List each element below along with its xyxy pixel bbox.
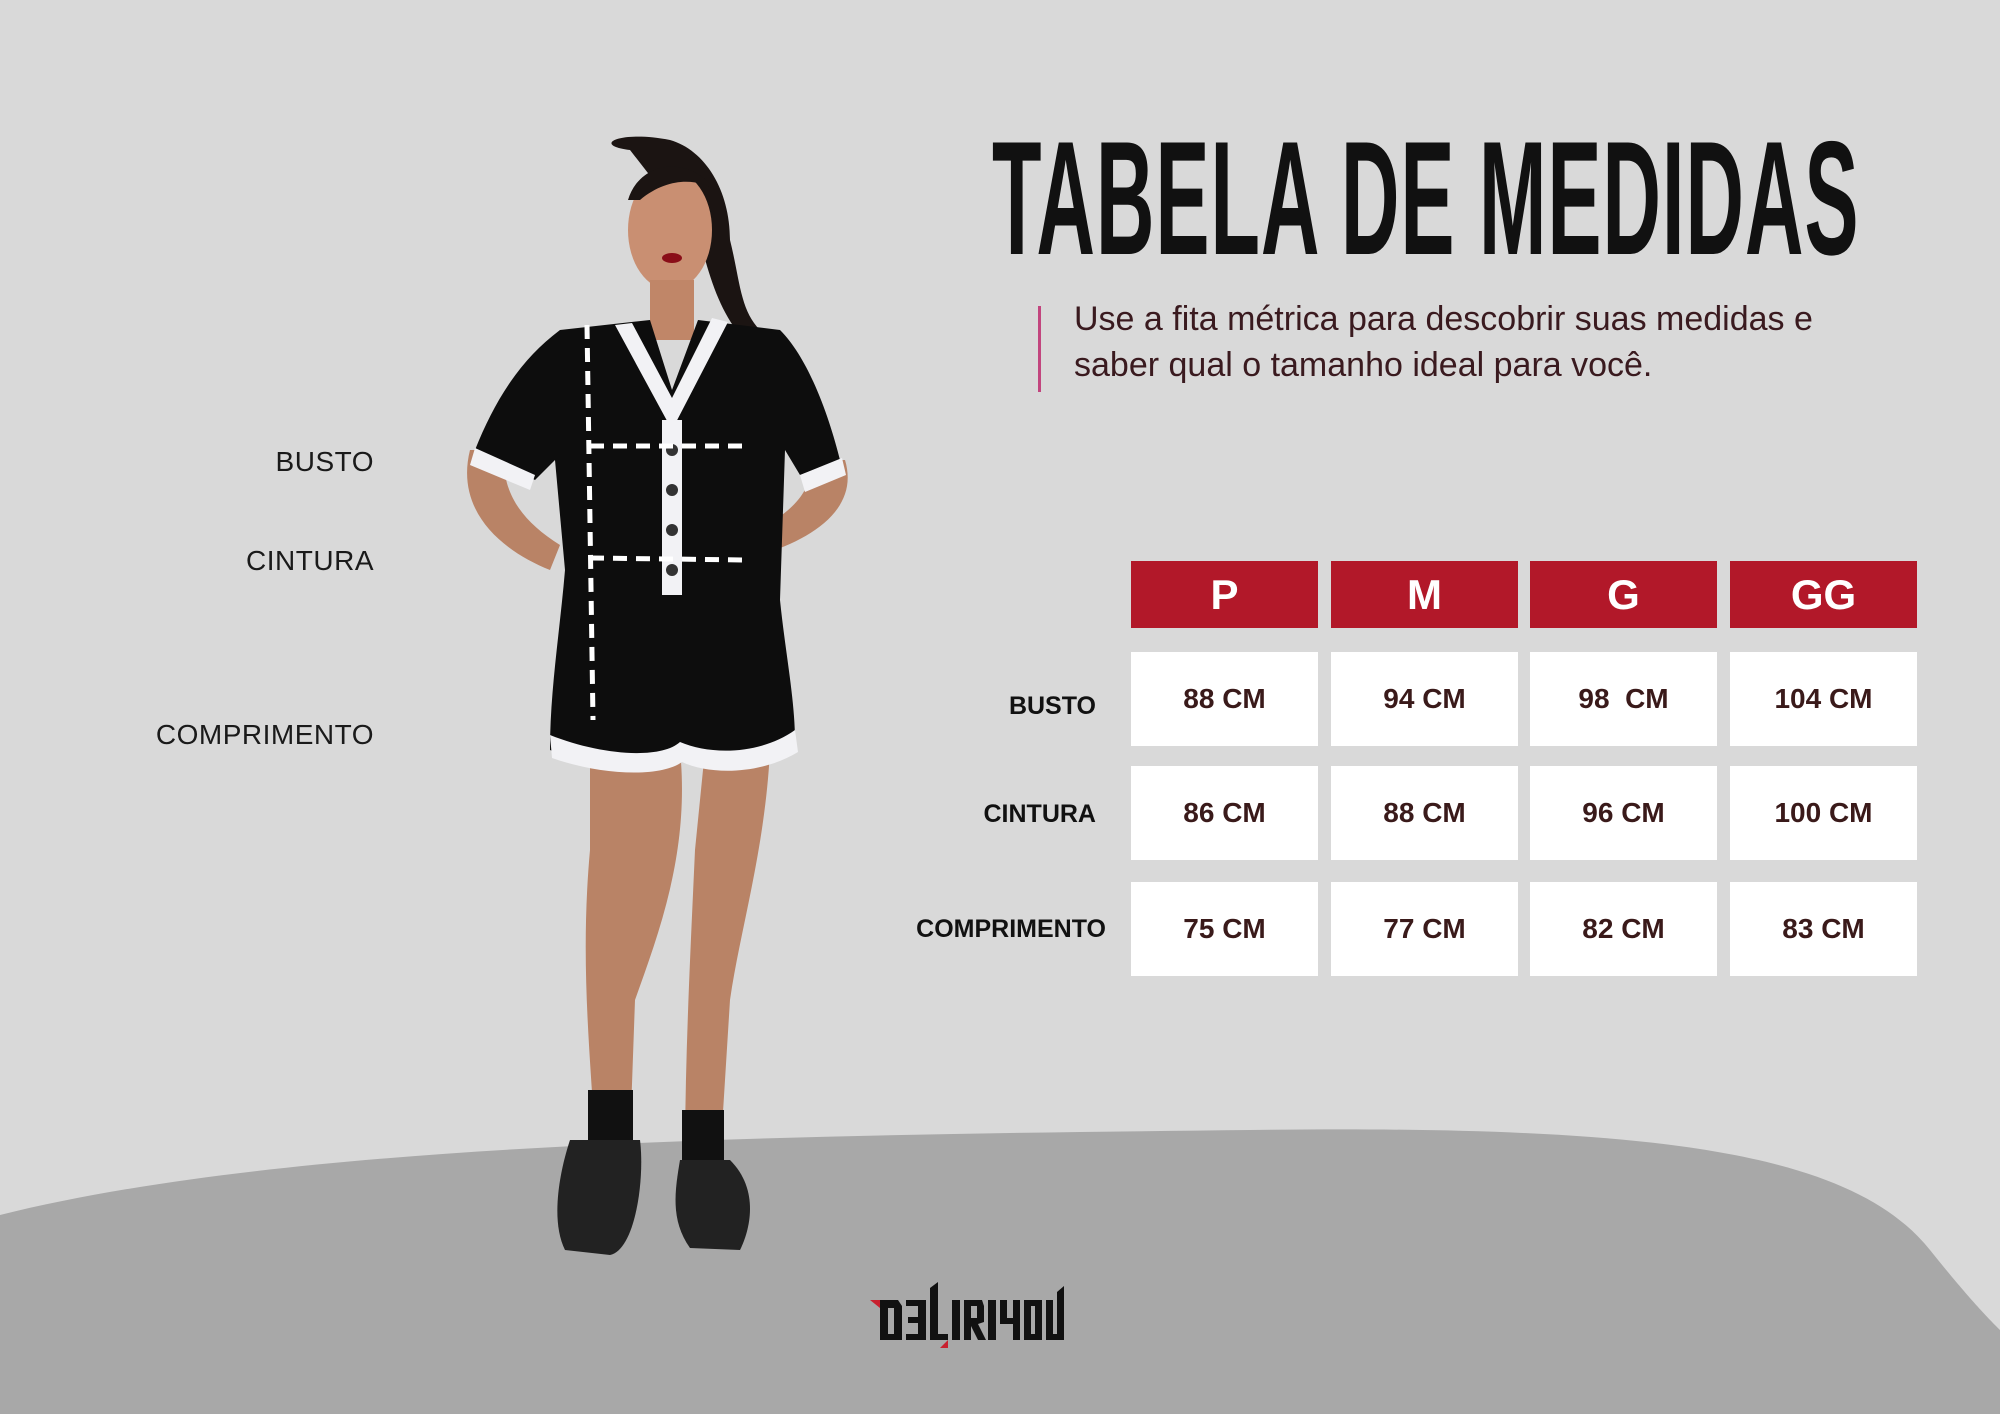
table-cell: 88 CM xyxy=(1331,766,1518,860)
table-cell: 83 CM xyxy=(1730,882,1917,976)
row-label-busto: BUSTO xyxy=(1008,692,1096,720)
subtitle-line: saber qual o tamanho ideal para você. xyxy=(1074,346,1653,384)
subtitle-line: Use a fita métrica para descobrir suas m… xyxy=(1074,300,1813,338)
table-cell: 82 CM xyxy=(1530,882,1717,976)
model-label-comprimento: COMPRIMENTO xyxy=(155,719,374,750)
table-cell: 94 CM xyxy=(1331,652,1518,746)
model-label-cintura: CINTURA xyxy=(246,545,374,576)
size-header-g: G xyxy=(1530,561,1717,628)
row-label-comprimento: COMPRIMENTO xyxy=(916,915,1106,943)
table-cell: 98 CM xyxy=(1530,652,1717,746)
size-header-gg: GG xyxy=(1730,561,1917,628)
model-image xyxy=(467,136,848,1255)
row-label-cintura: CINTURA xyxy=(983,800,1097,828)
brand-logo xyxy=(870,1282,1064,1348)
table-cell: 77 CM xyxy=(1331,882,1518,976)
table-cell: 96 CM xyxy=(1530,766,1717,860)
size-header-m: M xyxy=(1331,561,1518,628)
model-label-busto: BUSTO xyxy=(275,446,374,477)
accent-bar xyxy=(1038,306,1041,392)
subtitle: Use a fita métrica para descobrir suas m… xyxy=(1074,296,1954,388)
table-cell: 100 CM xyxy=(1730,766,1917,860)
size-header-p: P xyxy=(1131,561,1318,628)
table-cell: 88 CM xyxy=(1131,652,1318,746)
table-cell: 86 CM xyxy=(1131,766,1318,860)
page-title: TABELA DE MEDIDAS xyxy=(992,108,1860,289)
table-cell: 75 CM xyxy=(1131,882,1318,976)
table-cell: 104 CM xyxy=(1730,652,1917,746)
